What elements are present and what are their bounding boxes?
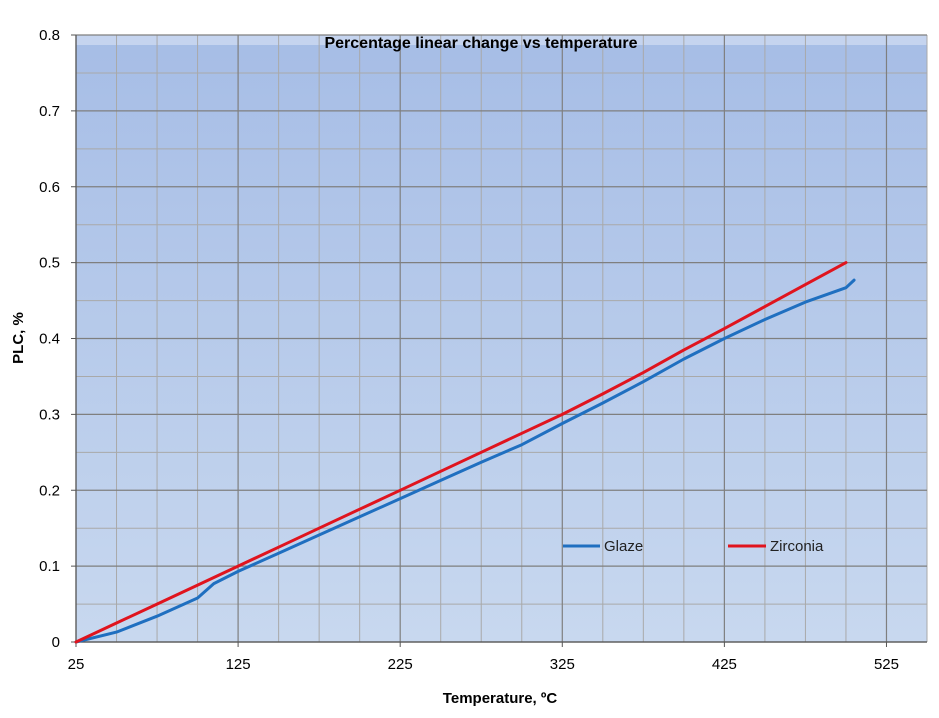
x-tick-label: 425 bbox=[712, 656, 737, 673]
x-tick-label: 525 bbox=[874, 656, 899, 673]
series-lines bbox=[74, 261, 856, 644]
y-tick-label: 0 bbox=[52, 634, 60, 651]
y-tick-label: 0.5 bbox=[39, 255, 60, 272]
x-tick-label: 125 bbox=[226, 656, 251, 673]
y-axis-title: PLC, % bbox=[10, 312, 27, 364]
x-tick-label: 225 bbox=[388, 656, 413, 673]
y-tick-label: 0.4 bbox=[39, 331, 60, 348]
x-tick-label: 325 bbox=[550, 656, 575, 673]
legend: Glaze Zirconia bbox=[563, 538, 824, 555]
y-tick-label: 0.6 bbox=[39, 179, 60, 196]
y-tick-label: 0.8 bbox=[39, 27, 60, 44]
y-tick-label: 0.1 bbox=[39, 558, 60, 575]
y-tick-label: 0.3 bbox=[39, 406, 60, 423]
legend-label-glaze: Glaze bbox=[604, 538, 643, 555]
axes bbox=[71, 34, 927, 647]
series-line-glaze bbox=[74, 278, 856, 644]
x-axis-tick-labels: 25 125 225 325 425 525 bbox=[68, 656, 899, 673]
x-axis-title: Temperature, ºC bbox=[443, 690, 558, 707]
y-tick-label: 0.7 bbox=[39, 103, 60, 120]
plot-area-top-fade bbox=[76, 35, 927, 45]
chart-title: Percentage linear change vs temperature bbox=[324, 35, 637, 52]
x-tick-label: 25 bbox=[68, 656, 85, 673]
y-tick-label: 0.2 bbox=[39, 482, 60, 499]
series-line-zirconia bbox=[74, 261, 848, 644]
legend-label-zirconia: Zirconia bbox=[770, 538, 824, 555]
y-axis-tick-labels: 0 0.1 0.2 0.3 0.4 0.5 0.6 0.7 0.8 bbox=[39, 27, 60, 651]
